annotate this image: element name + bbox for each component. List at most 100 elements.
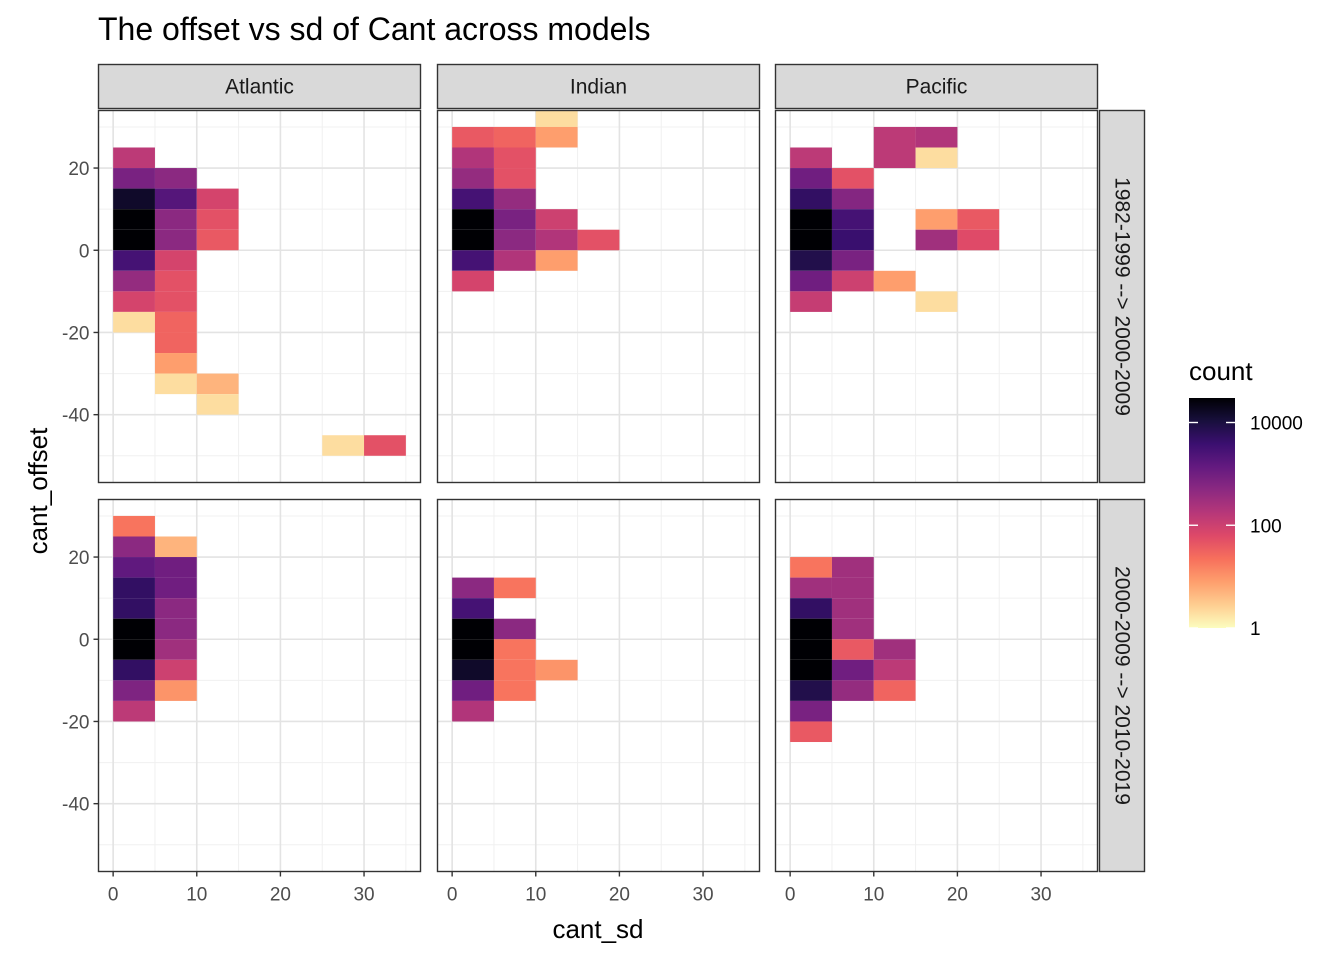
heatmap-cell: [452, 618, 494, 640]
heatmap-cell: [493, 126, 536, 148]
x-tick-label: 0: [785, 885, 796, 906]
facet-panels: 20 0 -20 -40 20 0 -20 -40 0 10 20 30 0 10 20 30 0 10 20 30 A…: [62, 63, 1146, 906]
heatmap-cell: [790, 700, 832, 722]
heatmap-cell: [831, 209, 874, 230]
row-strip: 2000-2009 --> 2010-2019: [1098, 498, 1146, 873]
heatmap-cell: [493, 250, 536, 271]
heatmap-cell: [196, 394, 239, 415]
y-tick-label: -20: [62, 323, 89, 344]
x-tick-label: 20: [270, 885, 291, 906]
heatmap-cell: [113, 515, 155, 537]
x-tick-label: 30: [1030, 885, 1051, 906]
x-tick-label: 10: [863, 885, 884, 906]
heatmap-cell: [154, 557, 197, 578]
heatmap-cell: [790, 618, 832, 640]
heatmap-cell: [873, 147, 916, 169]
heatmap-cell: [154, 536, 197, 558]
heatmap-cell: [154, 250, 197, 271]
heatmap-cell: [113, 250, 155, 271]
heatmap-cell: [113, 577, 155, 599]
heatmap-cell: [452, 126, 494, 148]
heatmap-cell: [957, 229, 1000, 251]
heatmap-cell: [154, 373, 197, 395]
heatmap-cell: [790, 250, 832, 271]
col-strip: Pacific: [774, 63, 1099, 110]
facet-panel: [774, 109, 1099, 484]
heatmap-cell: [322, 435, 365, 456]
panel-plot-area: [437, 110, 760, 483]
heatmap-cell: [154, 659, 197, 681]
heatmap-cell: [113, 147, 155, 169]
heatmap-cell: [493, 188, 536, 210]
heatmap-cell: [113, 188, 155, 210]
heatmap-cell: [196, 229, 239, 251]
panel-plot-area: [98, 499, 421, 872]
col-strip-label: Indian: [570, 76, 627, 99]
y-tick-label: 0: [79, 630, 90, 651]
heatmap-cell: [452, 188, 494, 210]
heatmap-cell: [493, 229, 536, 251]
heatmap-cell: [196, 188, 239, 210]
row-strip-box: [1098, 498, 1146, 873]
col-strip-box: [774, 63, 1099, 110]
heatmap-cell: [452, 577, 494, 599]
heatmap-cell: [873, 126, 916, 148]
heatmap-cell: [154, 332, 197, 354]
heatmap-cell: [790, 270, 832, 292]
legend-break-label: 10000: [1250, 414, 1303, 435]
heatmap-cell: [493, 577, 536, 599]
col-strip: Atlantic: [97, 63, 422, 110]
x-axis-title: cant_sd: [552, 914, 643, 944]
heatmap-cell: [154, 639, 197, 660]
heatmap-cell: [154, 209, 197, 230]
panel-border: [774, 498, 1099, 873]
heatmap-cell: [154, 229, 197, 251]
heatmap-cell: [113, 229, 155, 251]
heatmap-cell: [831, 680, 874, 701]
heatmap-cell: [154, 598, 197, 619]
col-strip-box: [97, 63, 422, 110]
heatmap-cell: [790, 147, 832, 169]
heatmap-cell: [154, 680, 197, 701]
y-axis-title: cant_offset: [23, 427, 53, 555]
heatmap-cell: [493, 639, 536, 660]
heatmap-cell: [154, 353, 197, 374]
heatmap-cell: [452, 168, 494, 189]
heatmap-cell: [452, 700, 494, 722]
heatmap-cell: [831, 250, 874, 271]
heatmap-cell: [452, 639, 494, 660]
row-strip-label: 2000-2009 --> 2010-2019: [1111, 566, 1134, 805]
heatmap-cell: [493, 147, 536, 169]
legend-title: count: [1189, 356, 1253, 386]
heatmap-cell: [957, 209, 1000, 230]
col-strip-label: Atlantic: [225, 76, 294, 99]
x-tick-label: 20: [947, 885, 968, 906]
heatmap-cell: [873, 270, 916, 292]
col-strip-label: Pacific: [906, 76, 968, 99]
heatmap-cell: [790, 188, 832, 210]
heatmap-cell: [790, 168, 832, 189]
heatmap-cell: [196, 373, 239, 395]
legend: count 10000 100 1: [1189, 356, 1303, 640]
heatmap-cell: [154, 618, 197, 640]
heatmap-cell: [113, 536, 155, 558]
heatmap-cell: [113, 311, 155, 333]
heatmap-cell: [113, 659, 155, 681]
heatmap-cell: [831, 168, 874, 189]
heatmap-cell: [790, 659, 832, 681]
heatmap-cell: [113, 209, 155, 230]
panel-plot-area: [775, 110, 1098, 483]
panel-plot-area: [98, 110, 421, 483]
heatmap-cell: [535, 209, 578, 230]
heatmap-cell: [452, 680, 494, 701]
heatmap-cell: [113, 700, 155, 722]
x-tick-label: 0: [447, 885, 458, 906]
heatmap-cell: [113, 168, 155, 189]
heatmap-cell: [577, 229, 620, 251]
heatmap-cell: [790, 577, 832, 599]
heatmap-cell: [831, 188, 874, 210]
x-tick-label: 0: [108, 885, 119, 906]
heatmap-cell: [790, 680, 832, 701]
panel-border: [97, 498, 422, 873]
